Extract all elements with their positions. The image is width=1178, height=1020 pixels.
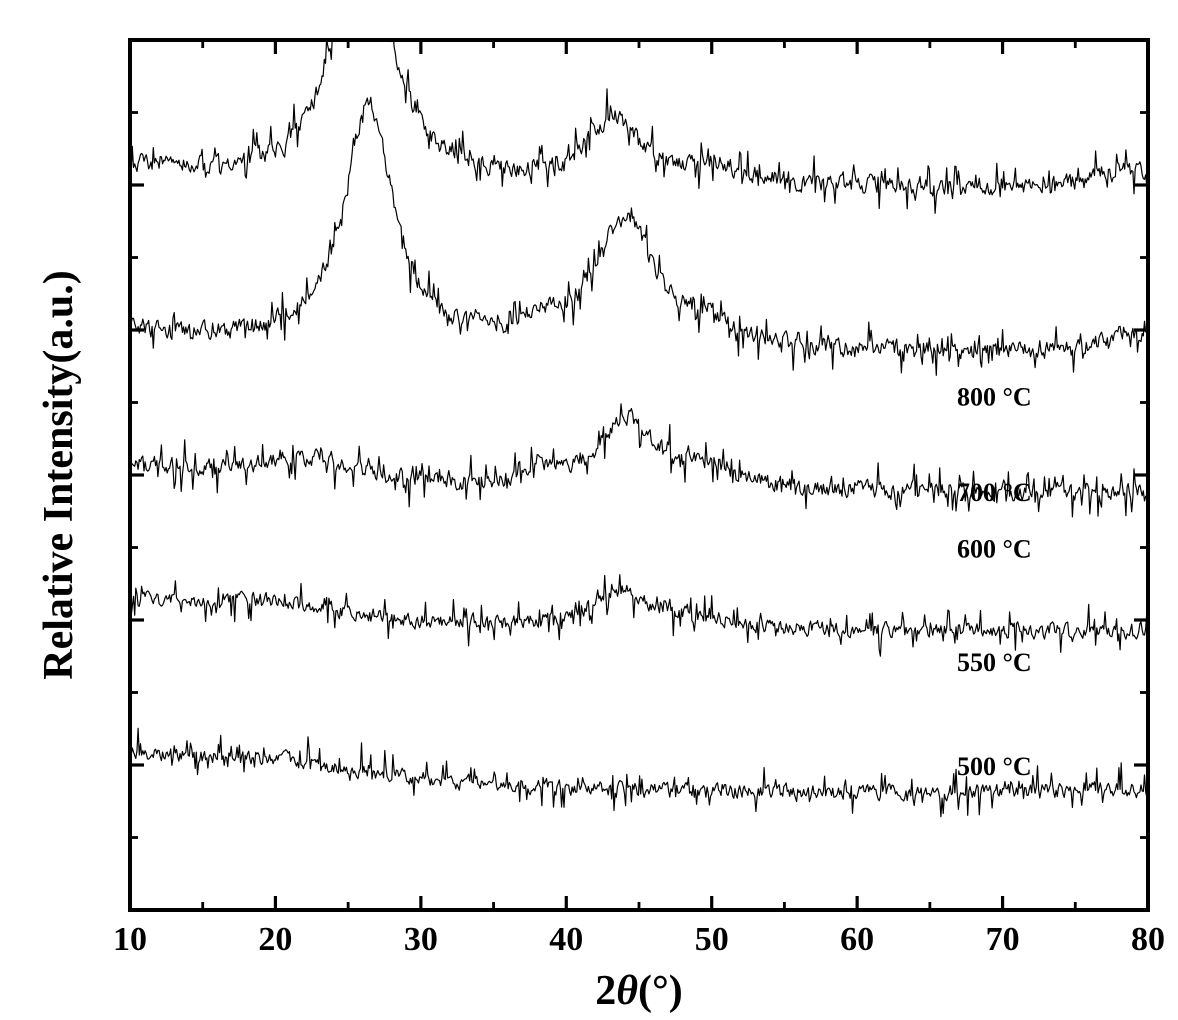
xtick-label: 50 — [695, 921, 729, 958]
xrd-chart: 10 20 30 40 50 60 70 80 2θ(°) Relative Intensity(… — [0, 0, 1178, 1020]
series-label: 800 °C — [957, 382, 1032, 411]
xtick-label: 20 — [258, 921, 292, 958]
series-label: 700 °C — [957, 478, 1032, 507]
y-axis-label: Relative Intensity(a.u.) — [36, 270, 82, 679]
x-axis-label: 2θ(°) — [595, 968, 683, 1014]
series-label: 550 °C — [957, 648, 1032, 677]
series-label: 500 °C — [957, 752, 1032, 781]
xtick-label: 30 — [404, 921, 438, 958]
xtick-label: 70 — [986, 921, 1020, 958]
xtick-label: 10 — [113, 921, 147, 958]
xtick-label: 80 — [1131, 921, 1165, 958]
xtick-label: 60 — [840, 921, 874, 958]
series-label: 600 °C — [957, 535, 1032, 564]
xtick-label: 40 — [549, 921, 583, 958]
